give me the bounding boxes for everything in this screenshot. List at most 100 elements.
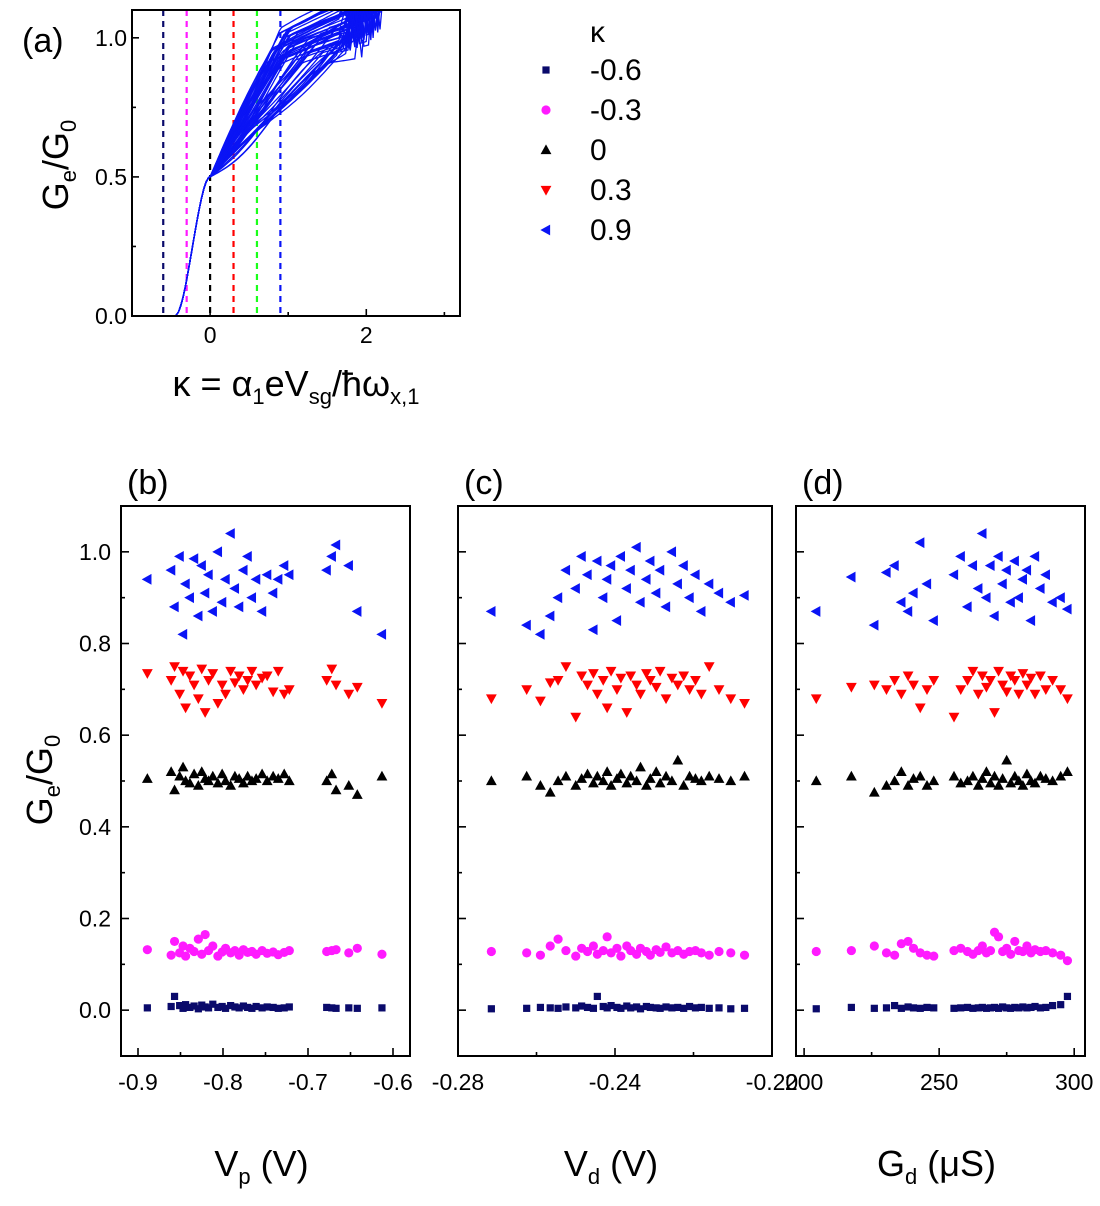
- data-point: [1007, 1004, 1015, 1012]
- data-point: [1035, 671, 1046, 682]
- data-point: [330, 539, 341, 551]
- data-point: [250, 573, 261, 585]
- data-point: [212, 698, 224, 709]
- data-point: [895, 766, 907, 776]
- data-point: [678, 671, 690, 682]
- subscript: e: [40, 785, 65, 797]
- data-point: [143, 1004, 151, 1012]
- data-point: [976, 773, 988, 783]
- data-point: [1001, 564, 1011, 576]
- data-point: [353, 1004, 361, 1012]
- data-point: [560, 662, 572, 673]
- data-point: [636, 1005, 645, 1013]
- data-point: [1017, 669, 1029, 679]
- data-point: [652, 1004, 660, 1012]
- data-point: [993, 666, 1004, 677]
- data-point: [242, 676, 254, 686]
- data-point: [988, 610, 999, 622]
- data-point: [321, 676, 333, 686]
- data-point: [244, 1003, 252, 1012]
- data-point: [582, 680, 593, 691]
- data-point: [345, 1004, 353, 1012]
- data-point: [207, 606, 217, 617]
- data-point: [229, 678, 241, 689]
- data-point: [690, 773, 701, 783]
- data-point: [238, 685, 249, 695]
- data-point: [1001, 687, 1013, 698]
- data-point: [868, 680, 880, 691]
- data-point: [655, 947, 665, 958]
- data-point: [216, 596, 227, 608]
- y-tick-label: 0.0: [95, 303, 127, 329]
- data-point: [996, 578, 1007, 590]
- data-point: [202, 569, 213, 581]
- data-point: [869, 941, 879, 951]
- data-point: [581, 569, 592, 581]
- data-point: [1040, 569, 1050, 581]
- label-part: G: [877, 1143, 905, 1184]
- data-point: [660, 694, 672, 705]
- data-point: [955, 551, 965, 562]
- data-point: [545, 941, 555, 951]
- data-point: [668, 1004, 676, 1012]
- data-point: [229, 583, 240, 594]
- data-point: [617, 1004, 625, 1012]
- data-point: [972, 779, 984, 790]
- data-point: [908, 680, 919, 691]
- data-point: [593, 992, 601, 1001]
- data-point: [343, 689, 355, 700]
- data-point: [635, 689, 646, 700]
- y-tick-label: 0.2: [79, 906, 111, 932]
- series-kappa-0.3: [485, 662, 750, 723]
- subscript: e: [56, 170, 81, 182]
- data-point: [997, 680, 1009, 691]
- data-point: [576, 551, 586, 562]
- data-point: [690, 676, 701, 686]
- data-point: [680, 1004, 688, 1012]
- data-point: [903, 936, 913, 947]
- series-kappa--0.3: [811, 927, 1073, 966]
- data-point: [200, 929, 210, 940]
- data-point: [174, 689, 186, 700]
- series-kappa--0.3: [142, 929, 387, 961]
- panel-d: 200 250 300 (d) Gd (μS): [785, 464, 1093, 1189]
- data-point: [654, 564, 665, 576]
- y-axis-label-a: Ge/G0: [35, 120, 81, 211]
- data-point: [1036, 1004, 1045, 1012]
- data-point: [678, 779, 690, 790]
- data-point: [250, 680, 262, 691]
- data-point: [237, 564, 248, 576]
- data-point: [250, 773, 262, 783]
- data-point: [703, 662, 715, 673]
- data-point: [246, 592, 257, 604]
- data-point: [972, 689, 984, 700]
- data-point: [713, 773, 725, 783]
- data-point: [326, 664, 338, 675]
- data-point: [880, 567, 891, 578]
- data-point: [326, 768, 338, 779]
- data-point: [881, 685, 892, 695]
- x-axis-label-c: Vd (V): [564, 1143, 658, 1189]
- data-point: [1019, 1003, 1027, 1011]
- data-point: [1062, 956, 1073, 966]
- data-point: [196, 766, 208, 776]
- data-point: [650, 766, 662, 776]
- data-point: [209, 1000, 217, 1008]
- data-point: [660, 601, 671, 613]
- data-point: [192, 779, 204, 790]
- data-point: [376, 628, 387, 640]
- data-point: [601, 766, 613, 776]
- data-point: [922, 950, 932, 960]
- data-point: [683, 592, 694, 604]
- data-point: [812, 1005, 820, 1013]
- data-point: [1047, 948, 1058, 958]
- data-point: [269, 1003, 277, 1012]
- y-tick-label: 0.8: [79, 631, 111, 657]
- data-point: [982, 1004, 991, 1012]
- data-point: [985, 945, 996, 956]
- data-point: [274, 1004, 282, 1012]
- data-point: [984, 560, 995, 571]
- data-point: [704, 950, 714, 960]
- data-point: [630, 541, 641, 553]
- data-point: [963, 1003, 972, 1012]
